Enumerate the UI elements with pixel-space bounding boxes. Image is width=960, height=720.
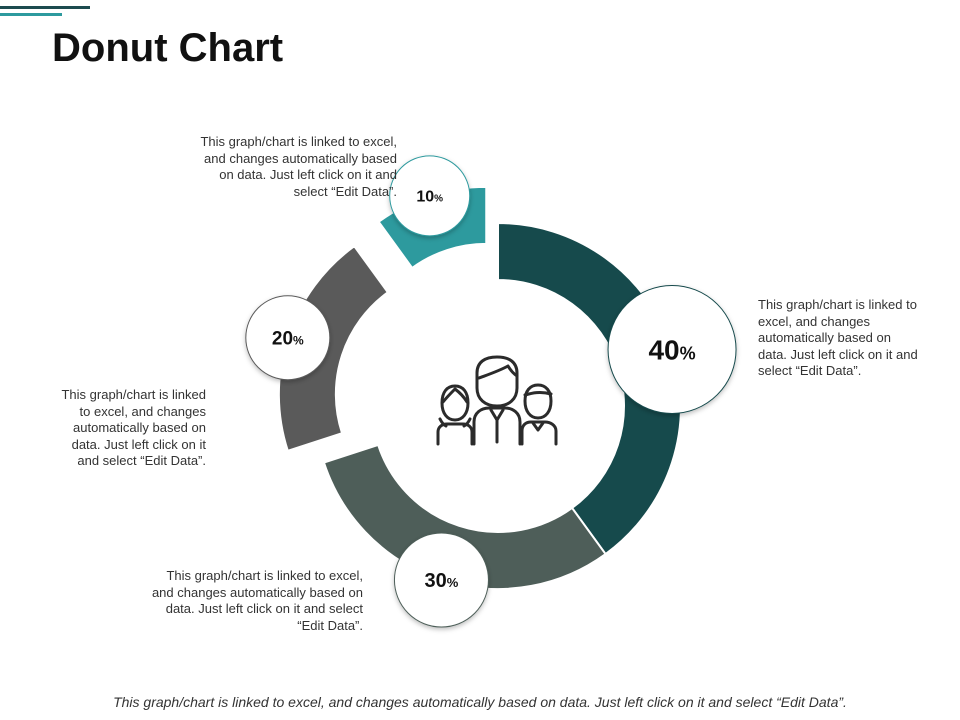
value-badge-20 bbox=[245, 295, 331, 381]
value-badge-10 bbox=[389, 155, 471, 237]
value-label-40: 40% bbox=[648, 335, 695, 366]
accent-bar-teal bbox=[0, 13, 62, 16]
callout-text-30: This graph/chart is linked to excel, and… bbox=[151, 568, 363, 633]
value-label-10: 10% bbox=[416, 189, 443, 206]
donut-slice-20 bbox=[277, 244, 390, 453]
value-badge-40 bbox=[607, 284, 737, 414]
callout-text-40: This graph/chart is linked to excel, and… bbox=[758, 297, 918, 378]
people-group-icon bbox=[436, 355, 558, 446]
accent-bar-dark bbox=[0, 6, 90, 9]
value-badge-30 bbox=[393, 532, 489, 628]
callout-text-10: This graph/chart is linked to excel, and… bbox=[200, 134, 397, 199]
page-title: Donut Chart bbox=[52, 26, 284, 70]
value-label-30: 30% bbox=[425, 570, 459, 592]
callout-text-20: This graph/chart is linked to excel, and… bbox=[61, 387, 206, 468]
footer-note: This graph/chart is linked to excel, and… bbox=[113, 694, 847, 710]
value-label-20: 20% bbox=[272, 329, 304, 350]
